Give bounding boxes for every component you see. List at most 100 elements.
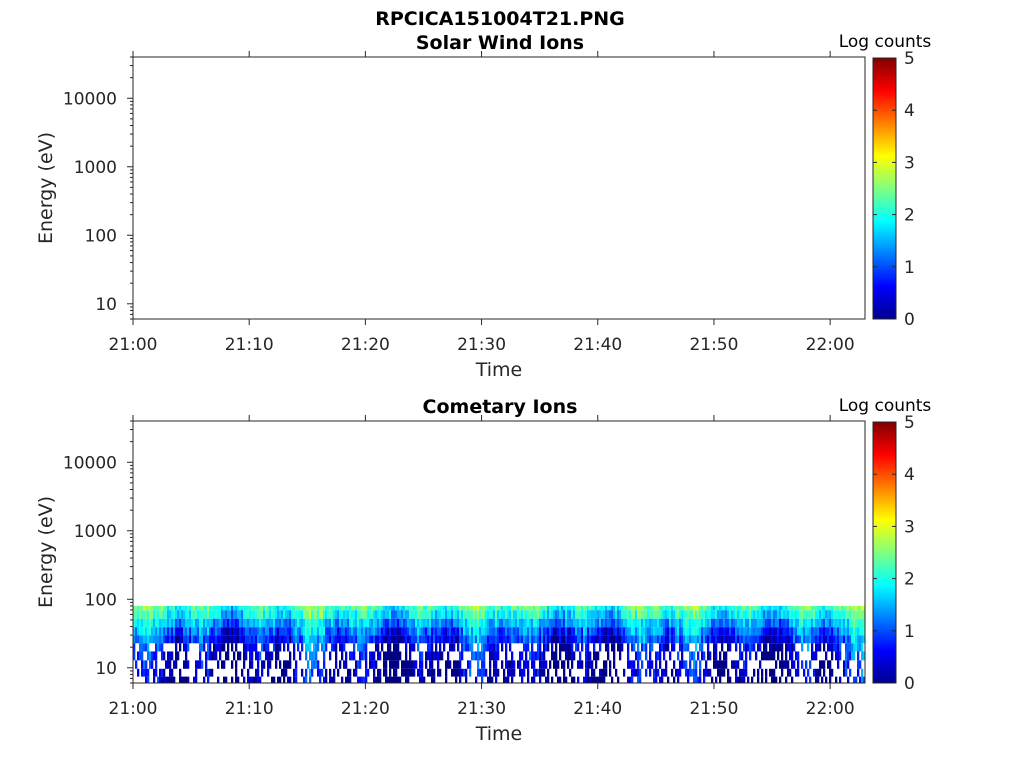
- spectrogram-cell: [713, 660, 716, 669]
- spectrogram-cell: [285, 635, 288, 644]
- spectrogram-cell: [707, 668, 710, 677]
- spectrogram-cell: [473, 605, 476, 611]
- spectrogram-cell: [661, 618, 664, 628]
- spectrogram-cell: [413, 610, 416, 619]
- spectrogram-cell: [705, 610, 708, 619]
- spectrogram-cell: [165, 676, 168, 683]
- spectrogram-cell: [435, 651, 438, 661]
- spectrogram-cell: [191, 618, 194, 628]
- spectrogram-cell: [855, 605, 858, 611]
- spectrogram-cell: [831, 605, 834, 611]
- spectrogram-cell: [741, 676, 744, 683]
- spectrogram-cell: [405, 618, 408, 628]
- spectrogram-cell: [243, 627, 246, 636]
- spectrogram-cell: [293, 610, 296, 619]
- spectrogram-cell: [655, 627, 658, 636]
- spectrogram-cell: [509, 668, 512, 677]
- spectrogram-cell: [329, 605, 332, 611]
- spectrogram-cell: [303, 610, 306, 619]
- spectrogram-cell: [795, 635, 798, 644]
- spectrogram-cell: [745, 635, 748, 644]
- spectrogram-cell: [429, 635, 432, 644]
- spectrogram-cell: [445, 660, 448, 669]
- spectrogram-cell: [633, 635, 636, 644]
- spectrogram-cell: [439, 605, 442, 611]
- spectrogram-cell: [543, 605, 546, 611]
- spectrogram-cell: [337, 610, 340, 619]
- spectrogram-cell: [573, 605, 576, 611]
- spectrogram-cell: [211, 651, 214, 661]
- spectrogram-cell: [347, 668, 350, 677]
- spectrogram-cell: [795, 610, 798, 619]
- spectrogram-cell: [197, 660, 200, 669]
- spectrogram-cell: [403, 660, 406, 669]
- spectrogram-cell: [585, 676, 588, 683]
- spectrogram-cell: [617, 627, 620, 636]
- spectrogram-cell: [539, 618, 542, 628]
- spectrogram-cell: [599, 676, 602, 683]
- spectrogram-cell: [555, 627, 558, 636]
- spectrogram-cell: [691, 605, 694, 611]
- spectrogram-cell: [305, 627, 308, 636]
- spectrogram-cell: [309, 627, 312, 636]
- spectrogram-cell: [203, 643, 206, 652]
- spectrogram-cell: [403, 610, 406, 619]
- spectrogram-cell: [775, 635, 778, 644]
- spectrogram-cell: [477, 668, 480, 677]
- spectrogram-cell: [215, 610, 218, 619]
- spectrogram-cell: [231, 618, 234, 628]
- spectrogram-cell: [677, 676, 680, 683]
- spectrogram-cell: [279, 660, 282, 669]
- spectrogram-cell: [631, 676, 634, 683]
- spectrogram-cell: [651, 643, 654, 652]
- spectrogram-cell: [785, 618, 788, 628]
- spectrogram-cell: [655, 610, 658, 619]
- spectrogram-cell: [573, 651, 576, 661]
- spectrogram-cell: [163, 618, 166, 628]
- spectrogram-cell: [297, 635, 300, 644]
- spectrogram-cell: [763, 618, 766, 628]
- spectrogram-cell: [239, 618, 242, 628]
- spectrogram-cell: [723, 618, 726, 628]
- spectrogram-cell: [411, 618, 414, 628]
- spectrogram-cell: [327, 605, 330, 611]
- spectrogram-cell: [443, 610, 446, 619]
- spectrogram-cell: [383, 605, 386, 611]
- spectrogram-cell: [431, 643, 434, 652]
- spectrogram-cell: [569, 605, 572, 611]
- spectrogram-cell: [253, 635, 256, 644]
- spectrogram-cell: [791, 660, 794, 669]
- spectrogram-cell: [817, 643, 820, 652]
- spectrogram-cell: [489, 643, 492, 652]
- spectrogram-cell: [307, 618, 310, 628]
- spectrogram-cell: [295, 635, 298, 644]
- spectrogram-cell: [169, 635, 172, 644]
- spectrogram-cell: [735, 668, 738, 677]
- spectrogram-cell: [831, 643, 834, 652]
- spectrogram-cell: [771, 627, 774, 636]
- spectrogram-cell: [747, 643, 750, 652]
- spectrogram-cell: [321, 605, 324, 611]
- spectrogram-cell: [253, 643, 256, 652]
- spectrogram-cell: [789, 605, 792, 611]
- spectrogram-cell: [715, 676, 718, 683]
- spectrogram-cell: [711, 618, 714, 628]
- spectrogram-cell: [705, 668, 708, 677]
- spectrogram-cell: [703, 605, 706, 611]
- spectrogram-cell: [737, 627, 740, 636]
- spectrogram-cell: [521, 668, 524, 677]
- spectrogram-cell: [277, 635, 280, 644]
- spectrogram-cell: [525, 635, 528, 644]
- spectrogram-cell: [179, 618, 182, 628]
- spectrogram-cell: [735, 618, 738, 628]
- spectrogram-cell: [817, 610, 820, 619]
- spectrogram-cell: [815, 605, 818, 611]
- spectrogram-cell: [773, 668, 776, 677]
- spectrogram-cell: [667, 676, 670, 683]
- spectrogram-cell: [245, 618, 248, 628]
- spectrogram-cell: [553, 660, 556, 669]
- spectrogram-cell: [843, 605, 846, 611]
- spectrogram-cell: [859, 676, 862, 683]
- spectrogram-cell: [631, 605, 634, 611]
- spectrogram-cell: [241, 668, 244, 677]
